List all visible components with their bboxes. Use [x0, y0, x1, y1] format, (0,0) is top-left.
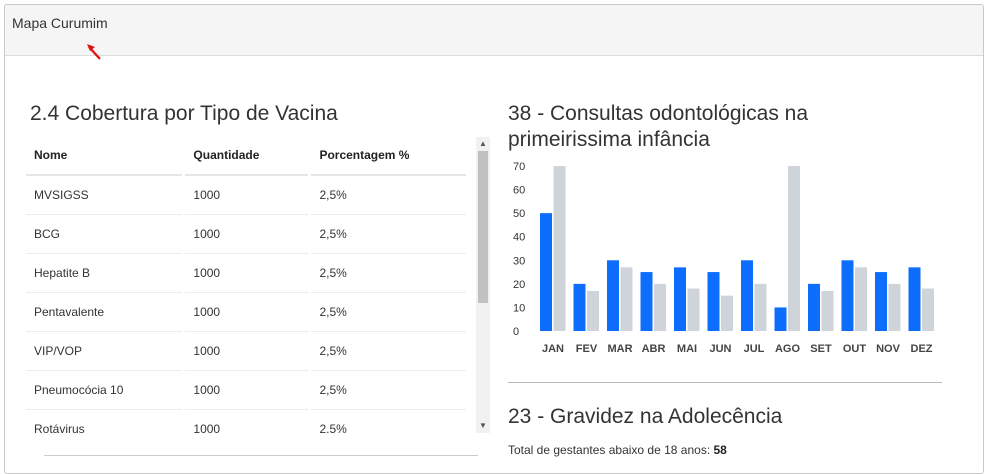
y-tick-label: 60: [513, 185, 525, 197]
table-row: Rotávirus 1000 2.5%: [26, 410, 466, 434]
vaccine-coverage-title: 2.4 Cobertura por Tipo de Vacina: [30, 102, 338, 125]
cell-porcentagem: 2,5%: [311, 293, 466, 332]
table-header-row: Nome Quantidade Porcentagem %: [26, 136, 466, 176]
y-tick-label: 50: [513, 208, 525, 220]
cell-quantidade: 1000: [185, 332, 309, 371]
bar-mar-series-1[interactable]: [607, 260, 619, 331]
bar-jun-series-2[interactable]: [721, 295, 733, 331]
scroll-down-arrow-icon[interactable]: ▼: [479, 421, 487, 430]
bar-mai-series-2[interactable]: [687, 288, 700, 331]
table-row: MVSIGSS 1000 2,5%: [26, 176, 466, 215]
scroll-up-arrow-icon[interactable]: ▲: [479, 139, 487, 148]
x-tick-label: AGO: [775, 343, 801, 355]
x-tick-label: JUN: [709, 343, 731, 355]
total-value: 58: [713, 443, 727, 457]
teen-pregnancy-total: Total de gestantes abaixo de 18 anos: 58: [508, 443, 727, 457]
scrollbar-thumb[interactable]: [478, 151, 488, 303]
bar-ago-series-1[interactable]: [774, 307, 787, 331]
cell-nome: Rotávirus: [26, 410, 182, 434]
teen-pregnancy-title: 23 - Gravidez na Adolecência: [508, 405, 783, 428]
x-tick-label: JAN: [542, 343, 564, 355]
cell-porcentagem: 2,5%: [311, 371, 466, 410]
x-tick-label: JUL: [744, 343, 765, 355]
bar-jan-series-2[interactable]: [553, 166, 566, 331]
x-tick-label: FEV: [576, 343, 598, 355]
vaccine-table-container[interactable]: Nome Quantidade Porcentagem % MVSIGSS 100…: [26, 136, 488, 434]
bar-nov-series-1[interactable]: [875, 272, 887, 331]
cell-porcentagem: 2,5%: [311, 176, 466, 215]
app-title: Mapa Curumim: [12, 15, 108, 31]
cell-quantidade: 1000: [185, 293, 309, 332]
vaccine-table: Nome Quantidade Porcentagem % MVSIGSS 100…: [26, 136, 469, 434]
x-tick-label: DEZ: [911, 343, 933, 355]
x-tick-label: NOV: [876, 343, 901, 355]
dental-consultations-chart: 0 10 20 30 40 50 60 70 JAN FEV MAR ABR MAI JUN JUL AGO S…: [513, 161, 934, 355]
bar-nov-series-2[interactable]: [888, 283, 901, 331]
column-header-quantidade[interactable]: Quantidade: [185, 136, 309, 176]
section-divider: [508, 382, 942, 383]
total-label: Total de gestantes abaixo de 18 anos:: [508, 443, 711, 457]
column-header-porcentagem[interactable]: Porcentagem %: [311, 136, 466, 176]
bar-jan-series-1[interactable]: [540, 213, 552, 331]
x-tick-label: MAI: [677, 343, 697, 355]
bar-mai-series-1[interactable]: [674, 267, 686, 331]
bar-abr-series-1[interactable]: [640, 272, 653, 331]
table-row: Pneumocócia 10 1000 2,5%: [26, 371, 466, 410]
cell-nome: BCG: [26, 215, 183, 254]
vaccine-table-body: MVSIGSS 1000 2,5% BCG 1000 2,5% Hepatite B 1000…: [26, 176, 466, 434]
x-tick-label: SET: [810, 343, 832, 355]
bar-jul-series-2[interactable]: [754, 283, 767, 331]
cell-quantidade: 1000: [185, 254, 309, 293]
bar-out-series-1[interactable]: [841, 260, 854, 331]
x-tick-label: OUT: [843, 343, 867, 355]
cell-nome: Hepatite B: [26, 254, 183, 293]
table-row: Hepatite B 1000 2,5%: [26, 254, 466, 293]
cell-nome: Pentavalente: [26, 293, 183, 332]
cell-quantidade: 1000: [185, 176, 309, 215]
bar-jul-series-1[interactable]: [741, 260, 753, 331]
y-tick-label: 20: [513, 279, 525, 291]
cell-porcentagem: 2,5%: [311, 332, 466, 371]
table-scrollbar[interactable]: ▲ ▼: [476, 137, 490, 433]
bar-out-series-2[interactable]: [855, 267, 867, 331]
dashboard-panel: Mapa Curumim: [4, 4, 984, 474]
x-tick-label: ABR: [642, 343, 666, 355]
dental-title-line2: primeirissima infância: [508, 128, 710, 151]
y-tick-label: 70: [513, 161, 525, 173]
mouse-pointer-icon: [87, 44, 101, 60]
y-tick-label: 10: [513, 302, 525, 314]
cell-porcentagem: 2.5%: [311, 410, 466, 434]
cell-porcentagem: 2,5%: [311, 215, 466, 254]
bar-jun-series-1[interactable]: [707, 272, 720, 331]
y-tick-label: 0: [513, 326, 519, 338]
table-divider: [44, 455, 478, 456]
x-tick-label: MAR: [607, 343, 632, 355]
bar-abr-series-2[interactable]: [654, 283, 666, 331]
cell-porcentagem: 2,5%: [311, 254, 466, 293]
cell-quantidade: 1000: [185, 410, 308, 434]
bar-set-series-1[interactable]: [808, 283, 820, 331]
bar-fev-series-2[interactable]: [587, 290, 599, 331]
cell-quantidade: 1000: [185, 215, 309, 254]
cell-quantidade: 1000: [185, 371, 309, 410]
bar-dez-series-1[interactable]: [908, 267, 921, 331]
y-tick-label: 30: [513, 255, 525, 267]
table-row: Pentavalente 1000 2,5%: [26, 293, 466, 332]
dental-title-line1: 38 - Consultas odontológicas na: [508, 102, 809, 125]
bar-set-series-2[interactable]: [821, 290, 834, 331]
bar-dez-series-2[interactable]: [922, 288, 934, 331]
column-header-nome[interactable]: Nome: [26, 136, 183, 176]
bar-fev-series-1[interactable]: [573, 283, 586, 331]
bar-ago-series-2[interactable]: [788, 166, 800, 331]
cell-nome: Pneumocócia 10: [26, 371, 183, 410]
table-row: BCG 1000 2,5%: [26, 215, 466, 254]
cell-nome: VIP/VOP: [26, 332, 183, 371]
bar-mar-series-2[interactable]: [620, 267, 633, 331]
table-row: VIP/VOP 1000 2,5%: [26, 332, 466, 371]
panel-header: Mapa Curumim: [5, 5, 983, 60]
dental-consultations-title: 38 - Consultas odontológicas na primeiri…: [508, 101, 808, 153]
cell-nome: MVSIGSS: [26, 176, 183, 215]
y-tick-label: 40: [513, 232, 525, 244]
